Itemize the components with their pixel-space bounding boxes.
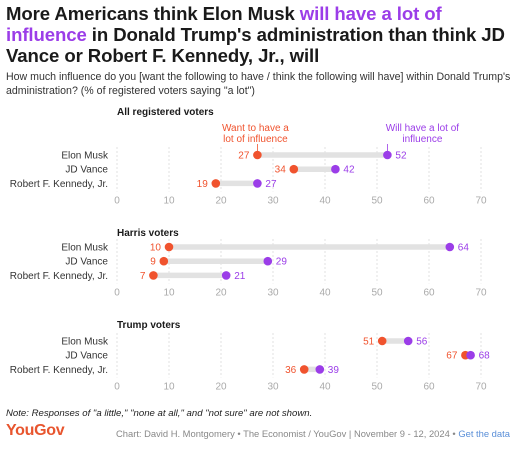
will-value-label: 68	[479, 351, 491, 362]
legend-want-line-1: Want to have a	[222, 123, 289, 134]
x-tick-label: 30	[267, 381, 279, 392]
x-tick-label: 60	[423, 195, 435, 206]
panel-title: Trump voters	[117, 320, 181, 331]
x-tick-label: 40	[319, 287, 331, 298]
title-part-1: More Americans think Elon Musk	[6, 3, 300, 24]
want-dot	[164, 242, 174, 252]
will-dot	[403, 336, 413, 346]
panel-title: Harris voters	[117, 228, 179, 239]
legend-will-line-2: influence	[402, 134, 442, 145]
chart-subtitle: How much influence do you [want the foll…	[6, 71, 511, 97]
will-value-label: 39	[328, 365, 340, 376]
credit-text: Chart: David H. Montgomery • The Economi…	[116, 428, 459, 439]
will-dot	[263, 256, 273, 266]
x-tick-label: 50	[371, 381, 383, 392]
want-dot	[253, 150, 262, 160]
footnote: Note: Responses of "a little," "none at …	[6, 408, 313, 419]
row-label: Elon Musk	[61, 243, 109, 254]
will-dot	[331, 164, 340, 174]
title-highlight: will have a lot of influence	[6, 3, 442, 45]
x-tick-label: 70	[475, 287, 487, 298]
want-value-label: 9	[150, 257, 156, 268]
x-tick-label: 20	[215, 195, 227, 206]
x-tick-label: 40	[319, 381, 331, 392]
x-tick-label: 10	[163, 195, 175, 206]
will-value-label: 64	[458, 243, 470, 254]
will-value-label: 52	[395, 151, 407, 162]
x-tick-label: 70	[475, 195, 487, 206]
title-part-2: in Donald Trump's administration than th…	[6, 24, 505, 66]
want-value-label: 34	[275, 165, 287, 176]
row-label: Elon Musk	[61, 337, 109, 348]
row-label: Elon Musk	[61, 151, 109, 162]
want-value-label: 27	[238, 151, 250, 162]
x-tick-label: 60	[423, 287, 435, 298]
will-dot	[253, 179, 262, 188]
x-tick-label: 40	[319, 195, 331, 206]
row-label: JD Vance	[65, 257, 108, 268]
get-the-data-link[interactable]: Get the data	[458, 428, 510, 439]
want-value-label: 19	[197, 179, 209, 190]
want-dot	[377, 336, 387, 346]
will-value-label: 56	[416, 337, 428, 348]
want-dot	[159, 256, 169, 266]
row-label: JD Vance	[65, 351, 108, 362]
x-tick-label: 0	[114, 381, 120, 392]
will-dot	[221, 271, 231, 280]
x-tick-label: 0	[114, 195, 120, 206]
yougov-logo: YouGov	[6, 422, 65, 439]
will-dot	[466, 350, 475, 360]
will-dot	[315, 365, 325, 374]
x-tick-label: 60	[423, 381, 435, 392]
x-tick-label: 30	[267, 287, 279, 298]
legend-want-line-2: lot of influence	[223, 134, 288, 145]
will-dot	[383, 150, 392, 160]
x-tick-label: 30	[267, 195, 279, 206]
x-tick-label: 50	[371, 195, 383, 206]
will-value-label: 29	[276, 257, 288, 268]
row-label: Robert F. Kennedy, Jr.	[10, 271, 108, 282]
chart-credit: Chart: David H. Montgomery • The Economi…	[116, 428, 510, 439]
x-tick-label: 20	[215, 287, 227, 298]
will-value-label: 42	[343, 165, 355, 176]
x-tick-label: 0	[114, 287, 120, 298]
x-tick-label: 20	[215, 381, 227, 392]
want-value-label: 7	[140, 271, 146, 282]
want-dot	[211, 179, 221, 188]
x-tick-label: 10	[163, 287, 175, 298]
want-value-label: 51	[363, 337, 375, 348]
legend-will-line-1: Will have a lot of	[386, 123, 460, 134]
will-value-label: 27	[265, 179, 277, 190]
row-label: Robert F. Kennedy, Jr.	[10, 365, 108, 376]
will-dot	[445, 242, 455, 252]
x-tick-label: 10	[163, 381, 175, 392]
panel-title: All registered voters	[117, 107, 214, 118]
want-value-label: 10	[150, 243, 162, 254]
will-value-label: 21	[234, 271, 246, 282]
x-tick-label: 50	[371, 287, 383, 298]
row-label: Robert F. Kennedy, Jr.	[10, 179, 108, 190]
want-dot	[299, 365, 309, 374]
x-tick-label: 70	[475, 381, 487, 392]
want-value-label: 36	[285, 365, 297, 376]
row-label: JD Vance	[65, 165, 108, 176]
want-value-label: 67	[446, 351, 458, 362]
want-dot	[149, 271, 158, 280]
want-dot	[289, 164, 299, 174]
chart-title: More Americans think Elon Musk will have…	[6, 3, 514, 66]
